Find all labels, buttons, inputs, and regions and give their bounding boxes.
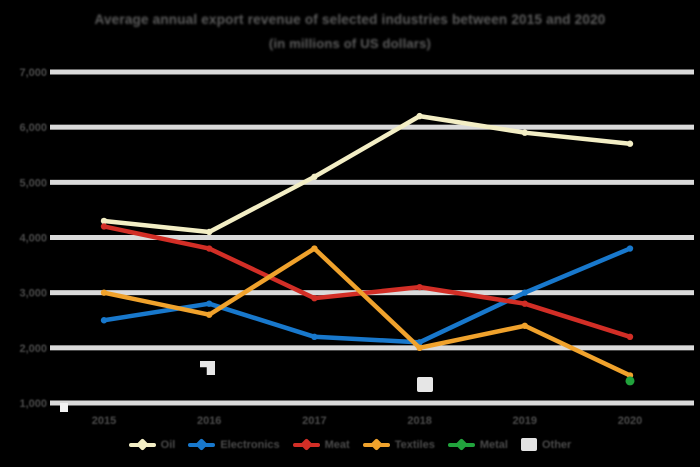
legend-label: Other [541, 438, 572, 451]
legend-item-other: Other [520, 438, 572, 451]
x-tick-label: 2016 [197, 415, 221, 427]
y-tick-label: 1,000 [19, 398, 47, 410]
legend-line-swatch [447, 437, 475, 451]
data-point-textiles [100, 289, 108, 296]
x-tick-label: 2018 [407, 415, 431, 427]
y-tick-label: 2,000 [19, 343, 47, 355]
data-point-oil [416, 112, 423, 120]
data-point-electronics [521, 289, 528, 296]
data-point-oil [311, 173, 318, 181]
gridline [50, 400, 694, 406]
data-point-meat [521, 300, 528, 307]
data-point-electronics [626, 245, 634, 252]
legend-marker-icon [299, 437, 313, 451]
y-tick-label: 6,000 [19, 122, 47, 134]
data-point-textiles [206, 311, 213, 318]
legend-label: Meat [324, 438, 350, 451]
y-tick-label: 4,000 [19, 233, 47, 245]
data-point-meat [100, 223, 108, 230]
chart-title: Average annual export revenue of selecte… [94, 12, 606, 27]
legend-item-metal: Metal [447, 437, 508, 451]
legend-label: Metal [479, 438, 508, 451]
legend-line-swatch [362, 437, 390, 451]
legend-line-swatch [128, 437, 156, 451]
y-tick-label: 5,000 [19, 177, 47, 189]
series-line-electronics [101, 246, 633, 345]
gridline [50, 345, 694, 351]
data-point-oil [100, 217, 108, 225]
x-tick-label: 2015 [92, 415, 116, 427]
data-point-oil [206, 228, 213, 236]
gridline [50, 124, 694, 130]
x-tick-label: 2019 [513, 415, 537, 427]
legend-item-electronics: Electronics [188, 437, 280, 451]
y-tick-label: 7,000 [19, 67, 47, 79]
legend-marker-icon [135, 437, 149, 451]
data-point-meat [311, 294, 318, 302]
series-line-oil [101, 113, 633, 235]
data-point-electronics [206, 300, 213, 307]
legend-marker-icon [195, 437, 209, 451]
legend-item-oil: Oil [128, 437, 176, 451]
gridline [50, 179, 694, 185]
gridline [50, 69, 694, 75]
data-point-metal [625, 376, 635, 386]
data-point-textiles [521, 322, 528, 329]
legend-item-meat: Meat [292, 437, 350, 451]
data-point-textiles [416, 344, 423, 352]
x-tick-label: 2020 [618, 415, 642, 427]
series-line-meat [101, 224, 633, 340]
legend-line-swatch [188, 437, 216, 451]
legend-label: Electronics [220, 438, 280, 451]
data-point-oil [521, 129, 528, 136]
legend-label: Oil [160, 438, 176, 451]
data-point-oil [626, 140, 634, 147]
chart-subtitle: (in millions of US dollars) [268, 36, 432, 51]
data-point-electronics [100, 317, 108, 324]
legend-line-swatch [292, 437, 320, 451]
data-point-meat [626, 333, 634, 340]
legend-label: Textiles [394, 438, 435, 451]
y-tick-label: 3,000 [19, 288, 47, 300]
data-point-electronics [311, 333, 318, 340]
gridline [50, 235, 694, 240]
series-line-textiles [101, 246, 633, 378]
watermark-mark-large [417, 377, 433, 392]
legend: Oil Electronics Meat Textiles Metal Other [0, 437, 700, 451]
legend-marker-icon [454, 437, 468, 451]
legend-box-swatch [520, 438, 537, 451]
legend-marker-icon [369, 437, 383, 451]
x-tick-label: 2017 [302, 415, 326, 427]
legend-item-textiles: Textiles [362, 437, 435, 451]
data-point-meat [416, 283, 423, 291]
data-point-meat [206, 245, 213, 252]
data-point-textiles [311, 245, 318, 252]
axis-origin-tick [60, 403, 68, 412]
